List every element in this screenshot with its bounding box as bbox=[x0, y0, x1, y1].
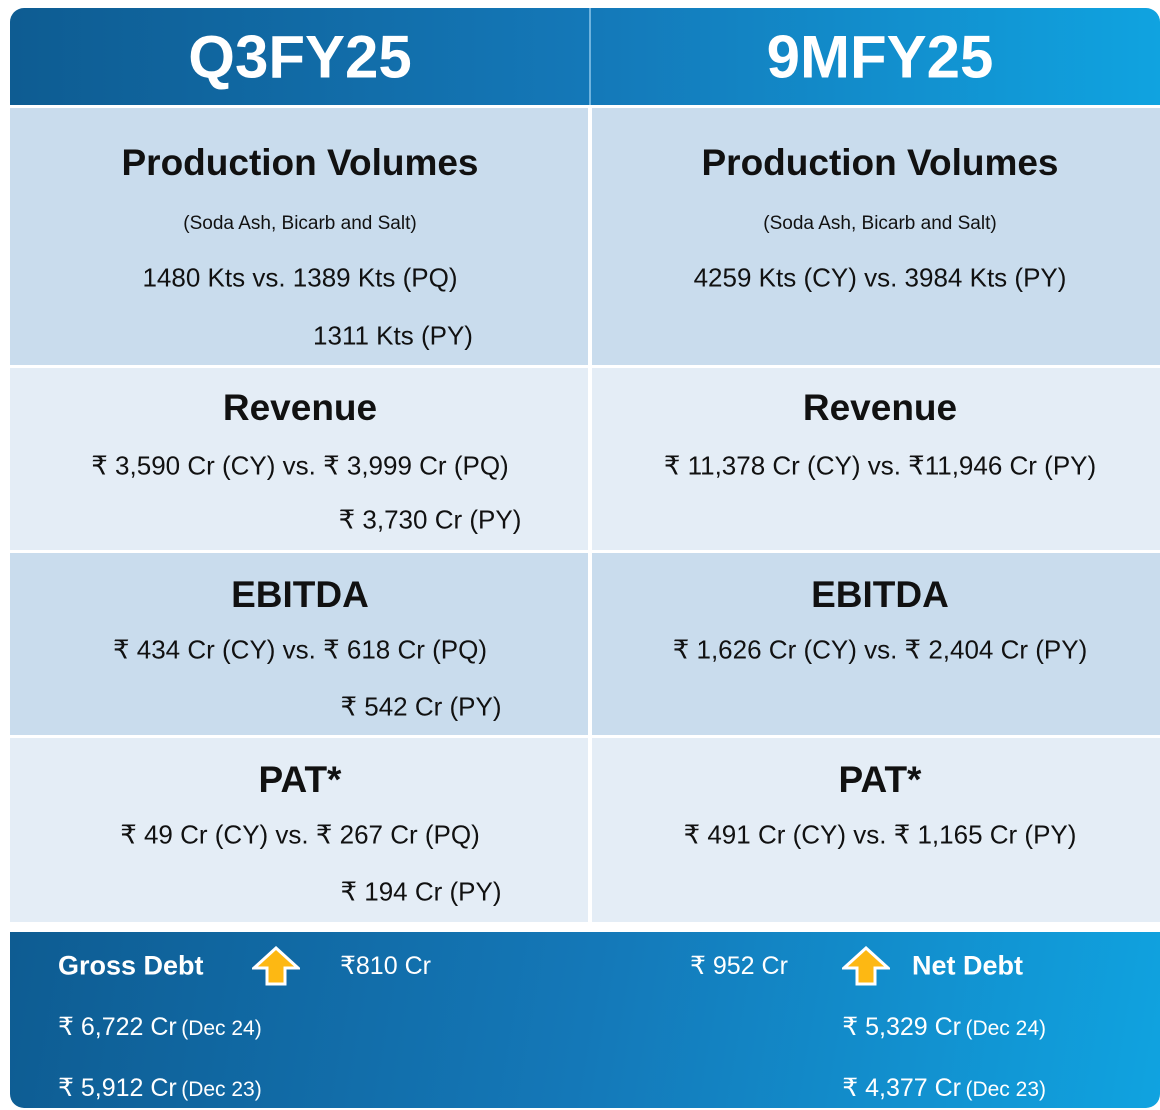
cell-subtitle: (Soda Ash, Bicarb and Salt) bbox=[183, 213, 417, 234]
cell bbox=[10, 108, 588, 365]
cell-line: ₹ 49 Cr (CY) vs. ₹ 267 Cr (PQ) bbox=[120, 819, 480, 850]
cell bbox=[10, 368, 588, 550]
cell bbox=[592, 553, 1160, 735]
cell-line: 1311 Kts (PY) bbox=[313, 320, 473, 351]
footer-period: (Dec 23) bbox=[965, 1078, 1046, 1101]
footer-line: ₹ 6,722 Cr (Dec 24) bbox=[58, 1012, 262, 1042]
footer-change: ₹810 Cr bbox=[340, 952, 431, 980]
cell-line: ₹ 11,378 Cr (CY) vs. ₹11,946 Cr (PY) bbox=[663, 450, 1097, 481]
cell-title: EBITDA bbox=[811, 574, 949, 615]
cell bbox=[592, 738, 1160, 922]
cell-line: ₹ 3,730 Cr (PY) bbox=[338, 504, 522, 535]
footer-line: ₹ 5,912 Cr (Dec 23) bbox=[58, 1073, 262, 1103]
column-header: Q3FY25 bbox=[188, 23, 412, 91]
up-arrow-icon bbox=[842, 946, 890, 986]
cell-line: ₹ 3,590 Cr (CY) vs. ₹ 3,999 Cr (PQ) bbox=[91, 450, 509, 481]
footer-amount: ₹ 5,912 Cr bbox=[58, 1074, 177, 1102]
cell-line: ₹ 1,626 Cr (CY) vs. ₹ 2,404 Cr (PY) bbox=[672, 634, 1088, 665]
footer-line: ₹ 4,377 Cr (Dec 23) bbox=[842, 1073, 1046, 1103]
cell-title: Production Volumes bbox=[701, 142, 1059, 183]
cell-subtitle: (Soda Ash, Bicarb and Salt) bbox=[763, 213, 997, 234]
cell-line: ₹ 194 Cr (PY) bbox=[340, 876, 502, 907]
footer-amount: ₹ 4,377 Cr bbox=[842, 1074, 962, 1102]
cell-title: PAT* bbox=[258, 759, 342, 800]
footer-period: (Dec 24) bbox=[965, 1017, 1046, 1040]
cell-title: EBITDA bbox=[231, 574, 369, 615]
footer-period: (Dec 23) bbox=[181, 1078, 262, 1101]
cell-line: ₹ 542 Cr (PY) bbox=[340, 691, 502, 722]
footer-period: (Dec 24) bbox=[181, 1017, 262, 1040]
cell-title: Production Volumes bbox=[121, 142, 479, 183]
arrow-shape bbox=[252, 946, 300, 986]
cell-title: PAT* bbox=[838, 759, 922, 800]
cell-title: Revenue bbox=[802, 387, 958, 428]
cell-line: ₹ 491 Cr (CY) vs. ₹ 1,165 Cr (PY) bbox=[683, 819, 1077, 850]
footer-label: Gross Debt bbox=[58, 950, 204, 981]
cell bbox=[10, 553, 588, 735]
column-header: 9MFY25 bbox=[766, 23, 994, 91]
cell-title: Revenue bbox=[222, 387, 378, 428]
cell-line: 1480 Kts vs. 1389 Kts (PQ) bbox=[142, 262, 458, 293]
arrow-shape bbox=[842, 946, 890, 986]
cell-line: 4259 Kts (CY) vs. 3984 Kts (PY) bbox=[693, 262, 1067, 293]
footer-label: Net Debt bbox=[912, 950, 1024, 981]
cell bbox=[10, 738, 588, 922]
footer-amount: ₹ 5,329 Cr bbox=[842, 1013, 962, 1041]
footer-band bbox=[10, 932, 1160, 1108]
cell bbox=[592, 108, 1160, 365]
cell bbox=[592, 368, 1160, 550]
footer-change: ₹ 952 Cr bbox=[690, 952, 788, 980]
header-band bbox=[10, 8, 1160, 105]
footer-line: ₹ 5,329 Cr (Dec 24) bbox=[842, 1012, 1046, 1042]
up-arrow-icon bbox=[252, 946, 300, 986]
cell-line: ₹ 434 Cr (CY) vs. ₹ 618 Cr (PQ) bbox=[112, 634, 488, 665]
header-divider bbox=[589, 8, 591, 105]
footer-amount: ₹ 6,722 Cr bbox=[58, 1013, 177, 1041]
